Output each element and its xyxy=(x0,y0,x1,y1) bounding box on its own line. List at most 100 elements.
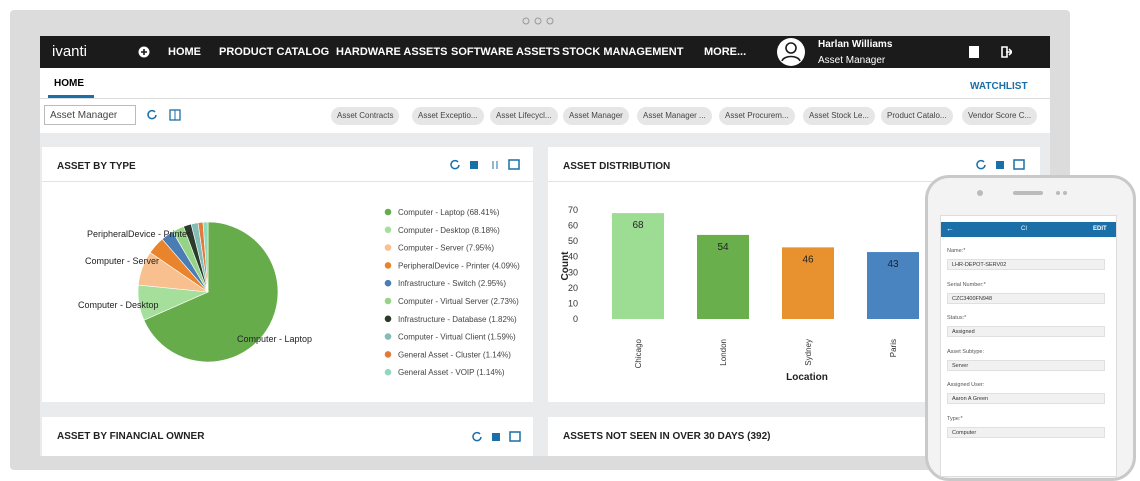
panel-title: ASSETS NOT SEEN IN OVER 30 DAYS (392) xyxy=(563,431,771,442)
field-value[interactable]: Computer xyxy=(947,426,1105,438)
legend-label: Computer - Laptop (68.41%) xyxy=(398,208,500,217)
legend-swatch xyxy=(384,208,392,216)
back-arrow[interactable]: ← xyxy=(946,224,954,233)
y-tick-label: 60 xyxy=(568,221,578,231)
logout-icon[interactable] xyxy=(1000,46,1012,58)
legend-label: Computer - Virtual Server (2.73%) xyxy=(398,297,519,306)
field-label: Name:* xyxy=(947,248,966,254)
field-value[interactable]: Assigned xyxy=(947,326,1105,337)
slice-label: Computer - Desktop xyxy=(78,300,159,310)
legend-label: Computer - Server (7.95%) xyxy=(398,244,494,253)
panel-icons[interactable] xyxy=(472,431,522,443)
field-label: Assigned User: xyxy=(947,382,985,388)
field-label: Serial Number:* xyxy=(947,281,986,288)
x-axis-label: Location xyxy=(786,372,828,383)
chip[interactable]: Asset Manager xyxy=(563,107,629,125)
legend-swatch xyxy=(384,226,392,234)
panel-header: ASSET BY TYPE xyxy=(42,147,533,182)
chip[interactable]: Asset Exceptio... xyxy=(412,107,484,125)
legend-swatch xyxy=(384,333,392,340)
y-axis-label: Count xyxy=(560,251,571,281)
phone-header: ← CI EDIT xyxy=(941,222,1116,237)
bar-chart: 0 10 20 30 40 50 60 70 68 Chicago 54 London 46 Sydney… xyxy=(560,205,919,383)
legend-swatch xyxy=(384,279,392,287)
field-value[interactable]: LHR-DEPOT-SERV02 xyxy=(947,259,1105,270)
chip[interactable]: Asset Manager ... xyxy=(637,107,712,125)
panel-icons[interactable] xyxy=(976,159,1026,171)
y-tick-label: 10 xyxy=(568,298,578,308)
nav-item[interactable]: SOFTWARE ASSETS xyxy=(451,46,560,58)
help-icon[interactable] xyxy=(968,46,980,58)
x-tick-label: Chicago xyxy=(634,338,643,368)
pie-slice xyxy=(143,221,279,363)
slice-label: Computer - Laptop xyxy=(237,334,312,344)
nav-item[interactable]: HARDWARE ASSETS xyxy=(336,46,448,58)
window-dots xyxy=(522,17,554,25)
navbar: ivanti Harlan Williams Asset Manager HOM… xyxy=(40,36,1050,68)
legend-swatch xyxy=(384,368,392,376)
bar xyxy=(867,252,919,319)
phone-screen: ← CI EDIT Name:* LHR-DEPOT-SERV02 Serial N… xyxy=(940,215,1117,477)
field-value[interactable]: Server xyxy=(947,359,1105,371)
watchlist-tab[interactable]: WATCHLIST xyxy=(970,81,1028,92)
tab-underline xyxy=(48,95,94,98)
pie-slice xyxy=(202,221,209,293)
slice-label: Computer - Server xyxy=(85,256,159,266)
dashboard-select[interactable]: Asset Manager xyxy=(44,105,136,125)
phone-mockup: ← CI EDIT Name:* LHR-DEPOT-SERV02 Serial N… xyxy=(925,175,1136,481)
field-value[interactable]: CZC3400FN948 xyxy=(947,292,1105,304)
panel: ASSET BY FINANCIAL OWNER xyxy=(42,417,533,456)
chip[interactable]: Asset Procurem... xyxy=(719,107,795,125)
chip[interactable]: Asset Lifecycl... xyxy=(490,107,558,125)
bar-value-label: 54 xyxy=(717,242,729,253)
x-tick-label: Paris xyxy=(889,339,898,357)
nav-item[interactable]: STOCK MANAGEMENT xyxy=(562,46,684,58)
bar xyxy=(612,213,664,319)
panel-title: ASSET BY TYPE xyxy=(57,161,136,172)
bar-value-label: 68 xyxy=(632,220,644,231)
legend-swatch xyxy=(384,262,392,269)
legend-swatch xyxy=(384,297,392,305)
legend-label: General Asset - Cluster (1.14%) xyxy=(398,350,511,359)
nav-item[interactable]: MORE... xyxy=(704,46,747,58)
phone-top xyxy=(977,190,1067,196)
chip[interactable]: Product Catalo... xyxy=(881,107,953,125)
select-value: Asset Manager xyxy=(50,110,118,121)
logo: ivanti xyxy=(52,43,88,60)
legend-label: General Asset - VOIP (1.14%) xyxy=(398,368,505,377)
panel-icons[interactable] xyxy=(450,159,520,171)
slice-label: PeripheralDevice - Printer xyxy=(87,229,190,239)
phone-title: CI xyxy=(1021,226,1027,232)
x-tick-label: Sydney xyxy=(804,339,813,366)
field-value[interactable]: Aaron A Green xyxy=(947,393,1105,404)
pie-chart: Computer - Laptop Computer - Desktop Compu… xyxy=(78,208,520,377)
home-tab[interactable]: HOME xyxy=(54,78,84,89)
bar xyxy=(697,234,749,319)
legend-swatch xyxy=(384,315,392,323)
panel-header: ASSET DISTRIBUTION xyxy=(548,147,1040,182)
legend-label: Computer - Virtual Client (1.59%) xyxy=(398,333,516,342)
toolbar-icons[interactable] xyxy=(146,109,186,121)
x-tick-label: London xyxy=(719,339,728,366)
chip[interactable]: Asset Stock Le... xyxy=(803,107,876,125)
chip[interactable]: Asset Contracts xyxy=(331,107,400,125)
bar-value-label: 43 xyxy=(887,259,899,270)
y-tick-label: 50 xyxy=(568,236,578,246)
nav-item[interactable]: PRODUCT CATALOG xyxy=(219,46,330,58)
legend-label: Infrastructure - Switch (2.95%) xyxy=(398,279,506,288)
panel-title: ASSET DISTRIBUTION xyxy=(563,161,671,172)
field-label: Type:* xyxy=(947,415,963,422)
phone-action[interactable]: EDIT xyxy=(1093,226,1107,232)
field-label: Status:* xyxy=(947,315,967,321)
y-tick-label: 20 xyxy=(568,283,578,293)
nav-item[interactable]: HOME xyxy=(168,46,201,58)
user-name: Harlan Williams xyxy=(818,39,893,50)
legend-label: Infrastructure - Database (1.82%) xyxy=(398,315,517,324)
avatar[interactable] xyxy=(774,36,808,68)
bar xyxy=(782,247,834,319)
add-icon[interactable] xyxy=(138,46,150,58)
legend-swatch xyxy=(384,244,392,251)
y-tick-label: 70 xyxy=(568,205,578,215)
chip[interactable]: Vendor Score C... xyxy=(962,107,1038,125)
legend-label: Computer - Desktop (8.18%) xyxy=(398,226,500,235)
